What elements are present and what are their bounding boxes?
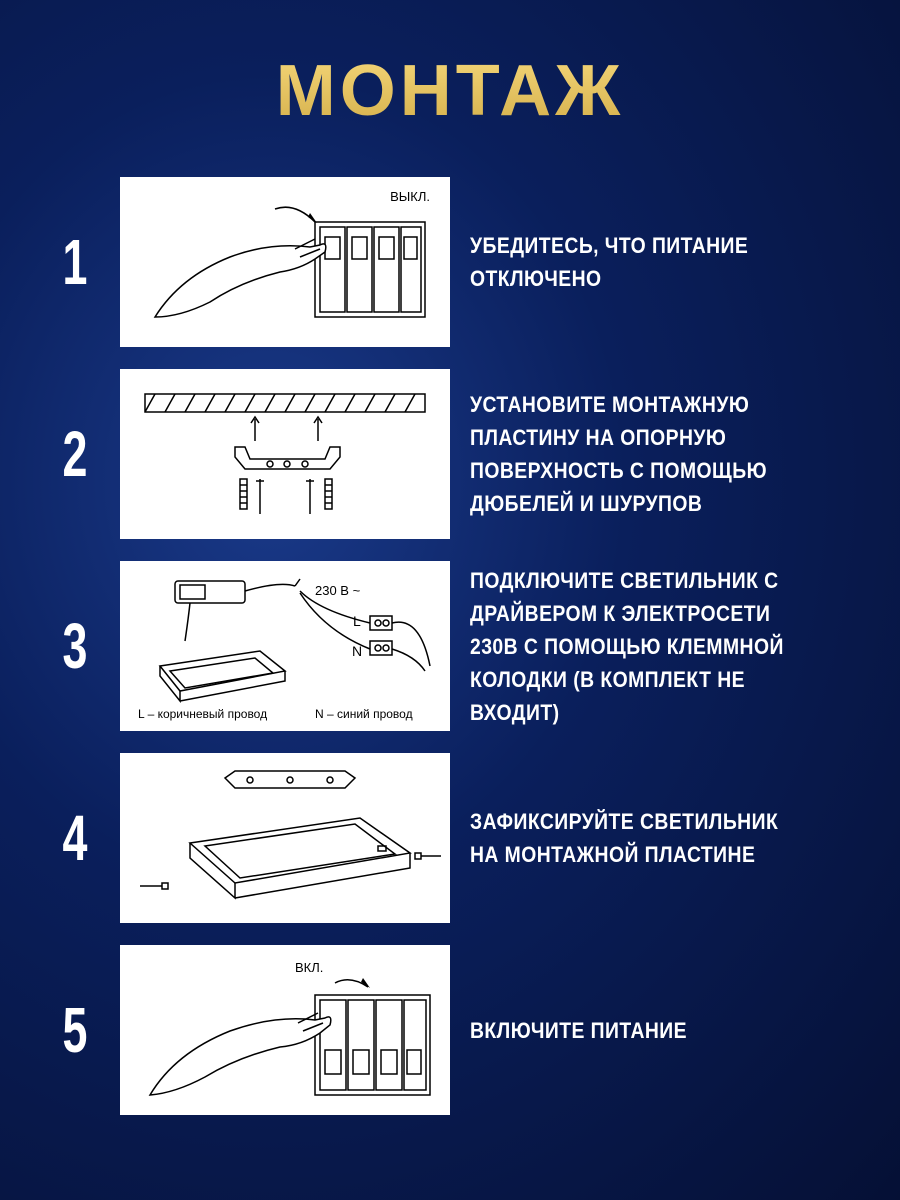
step-2-diagram [120, 369, 450, 539]
step-4-diagram [120, 753, 450, 923]
step-number: 2 [58, 417, 93, 491]
fix-lamp-icon [120, 753, 450, 923]
n-caption: N – синий провод [315, 707, 413, 721]
step-1: 1 ВЫКЛ. [50, 177, 850, 347]
page-title: МОНТАЖ [276, 50, 625, 132]
voltage-label: 230 В ~ [315, 583, 360, 598]
step-number: 4 [58, 801, 93, 875]
l-letter: L [353, 613, 361, 629]
step-5: 5 ВКЛ. [50, 945, 850, 1115]
page: МОНТАЖ 1 ВЫКЛ. [0, 0, 900, 1200]
mount-plate-icon [120, 369, 450, 539]
step-description: УБЕДИТЕСЬ, ЧТО ПИТАНИЕ ОТКЛЮЧЕНО [470, 229, 804, 295]
step-description: ПОДКЛЮЧИТЕ СВЕТИЛЬНИК С ДРАЙВЕРОМ К ЭЛЕК… [470, 564, 804, 729]
n-letter: N [352, 643, 362, 659]
step-1-diagram: ВЫКЛ. [120, 177, 450, 347]
step-description: ЗАФИКСИРУЙТЕ СВЕТИЛЬНИК НА МОНТАЖНОЙ ПЛА… [470, 805, 804, 871]
l-caption: L – коричневый провод [138, 707, 267, 721]
power-on-icon [120, 945, 450, 1115]
step-number: 1 [58, 225, 93, 299]
step-number: 3 [58, 609, 93, 683]
step-3: 3 230 В ~ L N L – коричневый провод N – … [50, 561, 850, 731]
step-5-diagram: ВКЛ. [120, 945, 450, 1115]
step-description: УСТАНОВИТЕ МОНТАЖНУЮ ПЛАСТИНУ НА ОПОРНУЮ… [470, 388, 804, 520]
power-on-label: ВКЛ. [295, 960, 323, 975]
step-4: 4 [50, 753, 850, 923]
power-off-label: ВЫКЛ. [390, 189, 430, 204]
step-3-diagram: 230 В ~ L N L – коричневый провод N – си… [120, 561, 450, 731]
step-2: 2 [50, 369, 850, 539]
wiring-icon [120, 561, 450, 731]
steps-list: 1 ВЫКЛ. [50, 177, 850, 1115]
step-description: ВКЛЮЧИТЕ ПИТАНИЕ [470, 1014, 804, 1047]
step-number: 5 [58, 993, 93, 1067]
